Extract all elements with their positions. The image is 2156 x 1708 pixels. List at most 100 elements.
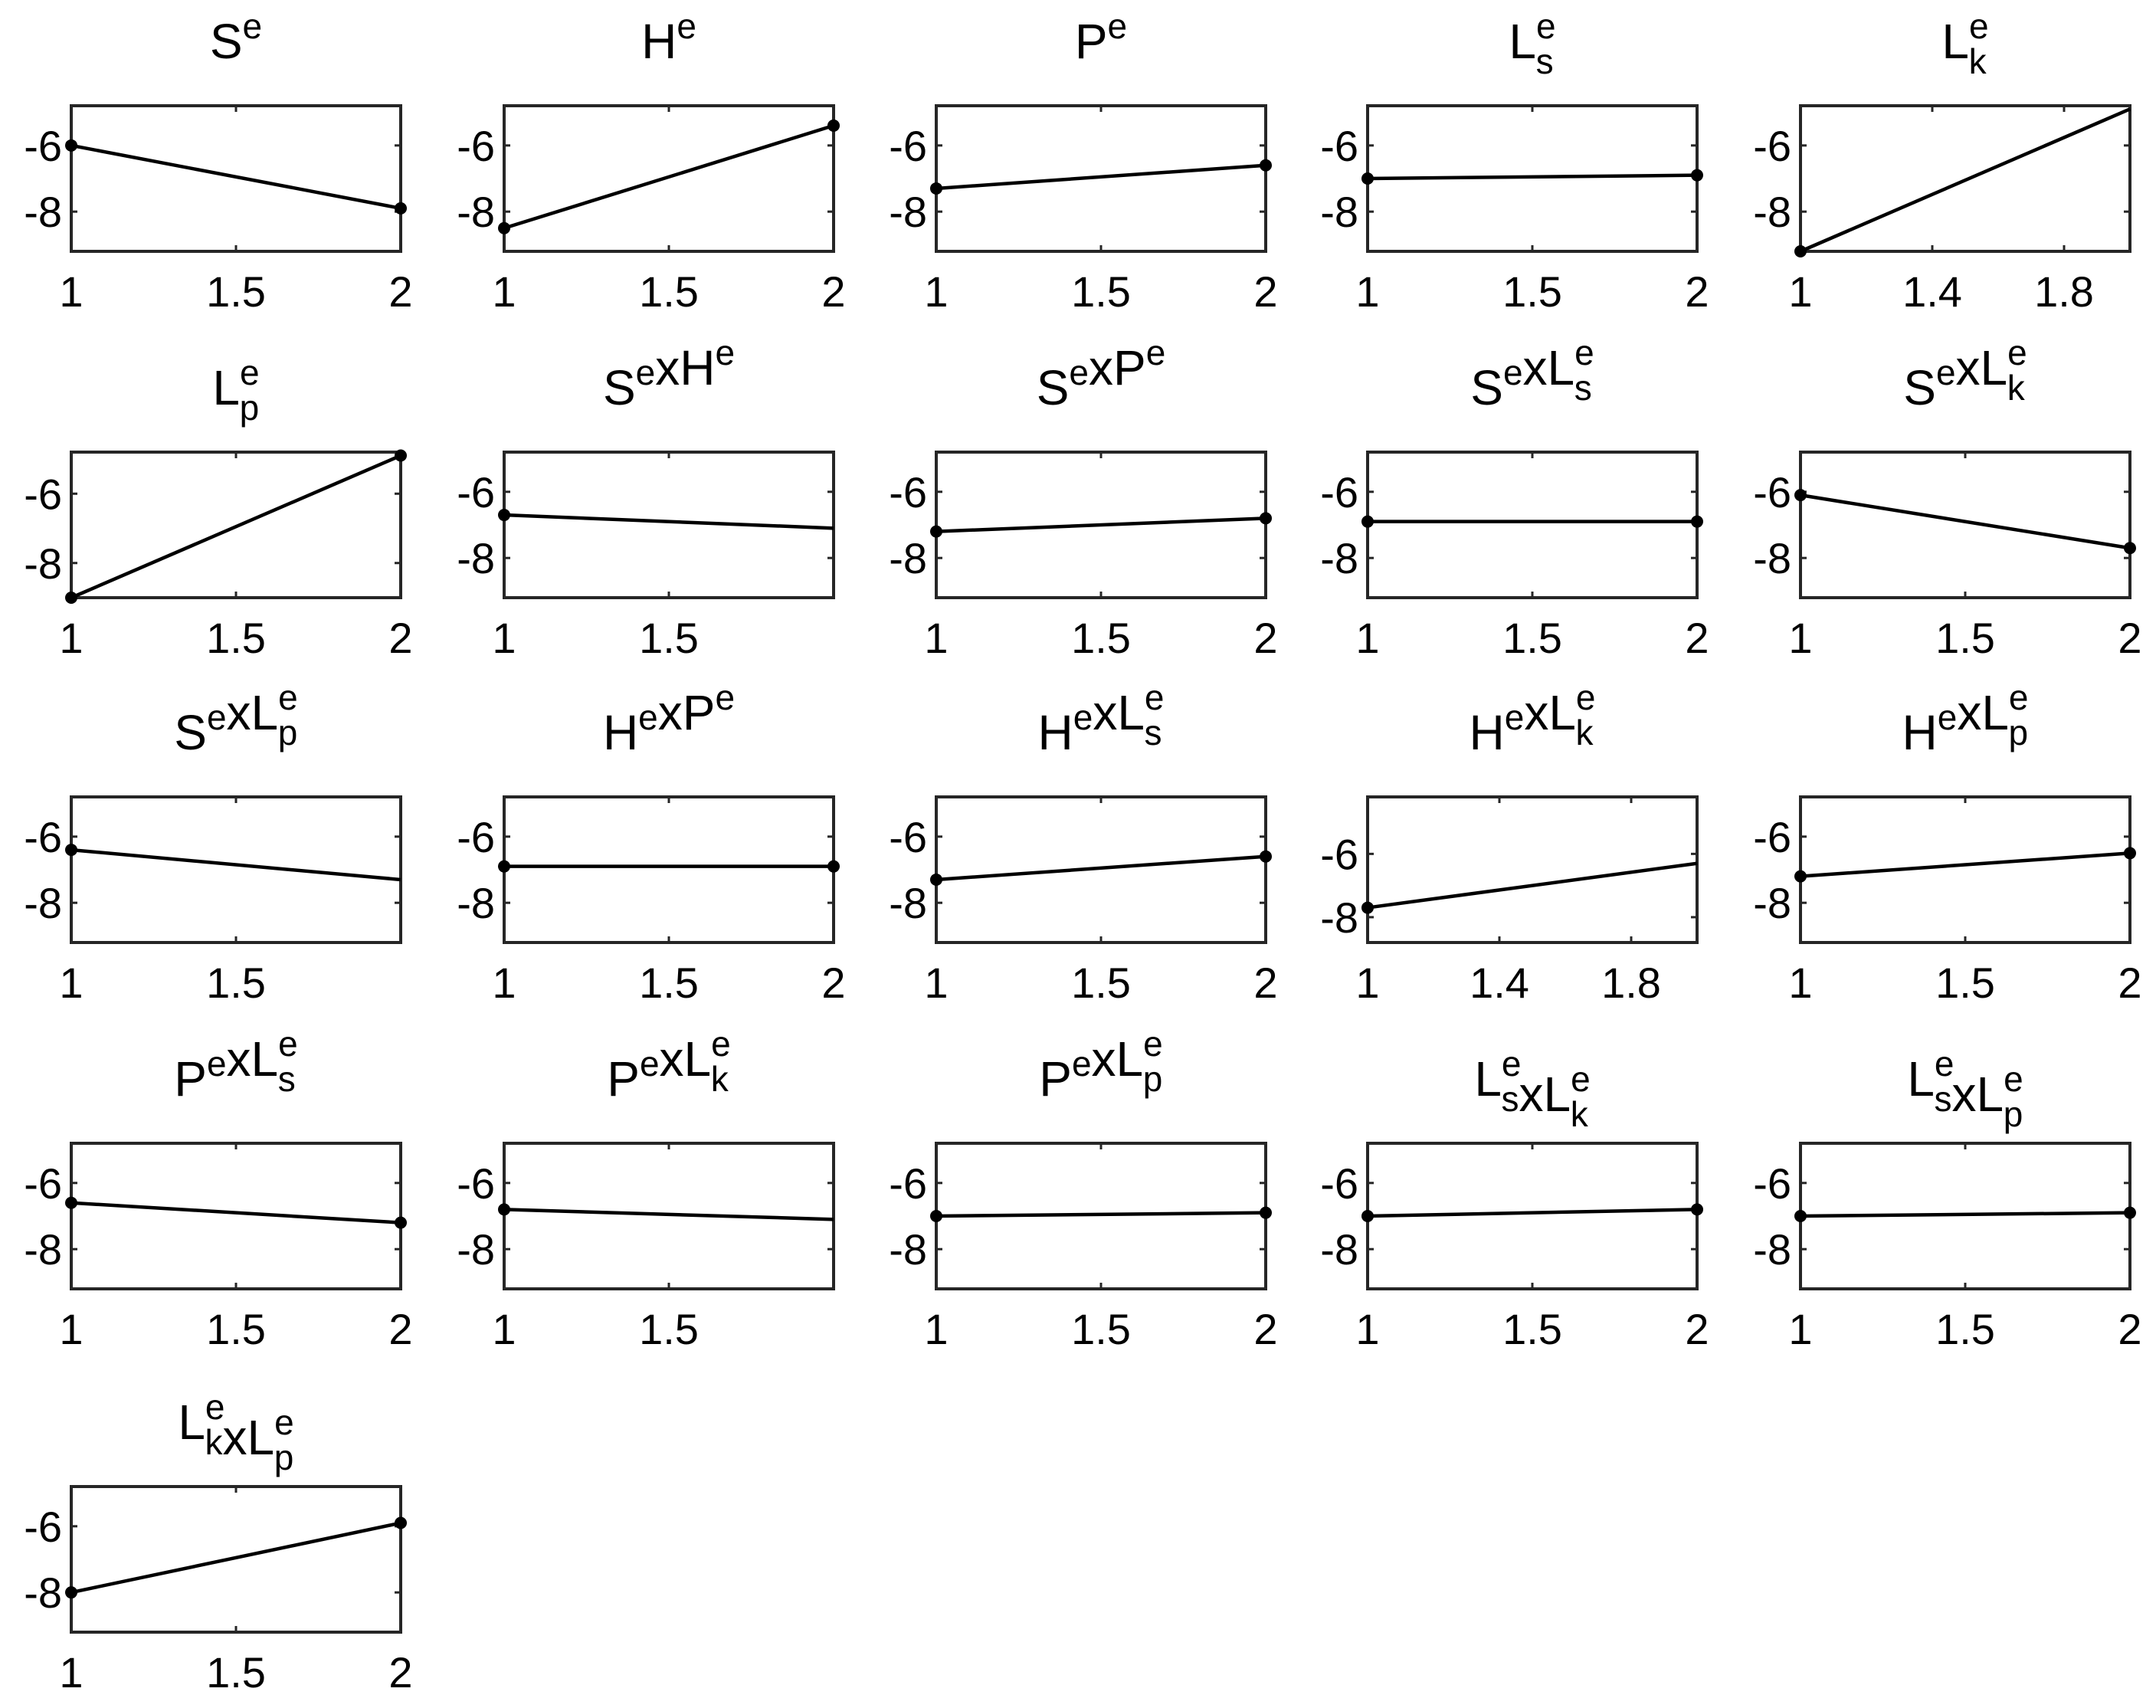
panel-title: Le sxLe p — [1907, 1044, 2023, 1134]
data-point — [395, 1516, 407, 1529]
y-tick-label: -8 — [24, 1225, 62, 1274]
data-point — [1361, 901, 1374, 914]
y-tick-label: -8 — [457, 879, 495, 927]
title-base: xP — [1089, 340, 1146, 395]
x-tick-label: 2 — [388, 1305, 412, 1353]
title-base: L — [212, 360, 240, 415]
data-point — [930, 1210, 942, 1222]
y-tick-label: -8 — [1320, 893, 1358, 942]
panel-title: Le sxLe k — [1474, 1044, 1590, 1134]
data-point — [65, 592, 77, 604]
panel-title: SexLe p — [174, 677, 297, 760]
title-base: xP — [658, 685, 716, 740]
title-superscript: e — [638, 697, 658, 737]
title-base: H — [641, 14, 677, 69]
title-subscript: p — [2009, 713, 2029, 752]
series-line — [70, 1201, 401, 1224]
title-superscript: e — [1143, 1024, 1163, 1064]
title-subscript: s — [1145, 713, 1162, 752]
panel-title: Le k — [1941, 6, 1988, 81]
x-tick-label: 1 — [492, 614, 516, 662]
data-point — [827, 860, 840, 873]
title-base: L — [1474, 1051, 1502, 1106]
axes-frame — [1366, 795, 1699, 944]
title-superscript: e — [2009, 677, 2029, 717]
data-point — [65, 1196, 77, 1209]
x-tick-label: 1 — [1355, 267, 1379, 316]
x-tick-label: 1.5 — [639, 959, 699, 1007]
x-tick-label: 1 — [924, 614, 948, 662]
x-tick-label: 1 — [924, 267, 948, 316]
title-base: H — [603, 705, 638, 760]
panel-title: SexLe k — [1903, 333, 2027, 415]
y-tick-label: -6 — [1320, 122, 1358, 170]
subplot-20: Le sxLe p-6-81 1.5 2 — [1753, 1044, 2141, 1353]
x-tick-label: 2 — [388, 267, 412, 316]
series-line — [935, 1211, 1266, 1218]
x-tick-label: 1.5 — [1071, 267, 1131, 316]
title-superscript: e — [1571, 1059, 1591, 1099]
y-tick-label: -6 — [889, 468, 927, 516]
title-superscript: e — [1145, 677, 1165, 717]
data-point — [498, 509, 510, 522]
y-tick-label: -6 — [457, 468, 495, 516]
data-point — [395, 449, 407, 462]
x-tick-label: 1.5 — [206, 267, 266, 316]
data-point — [2124, 542, 2136, 555]
subplot-4: Le s -6 -8 1 1.5 2 — [1320, 6, 1709, 316]
title-base: S — [1903, 360, 1936, 415]
title-superscript: e — [274, 1402, 294, 1442]
y-tick-label: -8 — [1753, 188, 1791, 236]
axes-frame — [1366, 451, 1699, 599]
subplot-13: HexLe s-6-81 1.5 2 — [889, 677, 1277, 1007]
x-tick-label: 1 — [59, 1305, 83, 1353]
y-tick-label: -8 — [1320, 188, 1358, 236]
data-point — [498, 221, 510, 234]
axes-frame — [1799, 795, 2131, 944]
panel-title: HexLe k — [1470, 677, 1596, 760]
subplot-7: SexHe -6 -8 1 1.5 — [457, 333, 835, 662]
title-superscript: e — [1536, 6, 1556, 46]
data-point — [1361, 515, 1374, 528]
title-subscript: k — [1571, 1094, 1589, 1134]
x-tick-label: 1 — [59, 959, 83, 1007]
axes-frame — [70, 795, 402, 944]
y-tick-label: -6 — [1753, 122, 1791, 170]
title-superscript: e — [1936, 352, 1956, 392]
x-tick-label: 1.8 — [2034, 267, 2094, 316]
title-base: xL — [1957, 685, 2009, 740]
series-line — [70, 847, 401, 882]
subplot-1: Se -6 -8 1 1.5 2 — [24, 6, 412, 316]
panel-title: SexLe s — [1470, 333, 1594, 415]
y-tick-label: -6 — [457, 813, 495, 861]
y-tick-label: -6 — [24, 122, 62, 170]
title-base: xL — [1524, 685, 1576, 740]
title-superscript: e — [715, 333, 735, 372]
series-line — [70, 454, 401, 600]
title-base: H — [1038, 705, 1073, 760]
title-subscript: k — [205, 1422, 224, 1462]
x-tick-label: 1 — [924, 959, 948, 1007]
subplot-14: HexLe k-6-81 1.4 1.8 — [1320, 677, 1699, 1007]
title-base: L — [1509, 14, 1536, 69]
y-tick-label: -8 — [889, 534, 927, 582]
x-tick-label: 2 — [1685, 614, 1709, 662]
x-tick-label: 2 — [1253, 959, 1277, 1007]
series-line — [935, 516, 1266, 533]
data-point — [930, 182, 942, 195]
y-tick-label: -6 — [24, 813, 62, 861]
title-superscript: e — [1073, 697, 1093, 737]
x-tick-label: 1 — [492, 959, 516, 1007]
series-line — [503, 123, 834, 230]
x-tick-label: 1 — [59, 614, 83, 662]
x-tick-label: 1.5 — [1502, 267, 1562, 316]
x-tick-label: 1.5 — [639, 1305, 699, 1353]
series-line — [935, 163, 1266, 191]
title-subscript: p — [2004, 1094, 2023, 1134]
x-tick-label: 1 — [1788, 959, 1812, 1007]
x-tick-label: 1 — [1788, 1305, 1812, 1353]
x-tick-label: 1 — [1788, 614, 1812, 662]
data-point — [1691, 515, 1703, 528]
x-tick-label: 1.5 — [639, 614, 699, 662]
